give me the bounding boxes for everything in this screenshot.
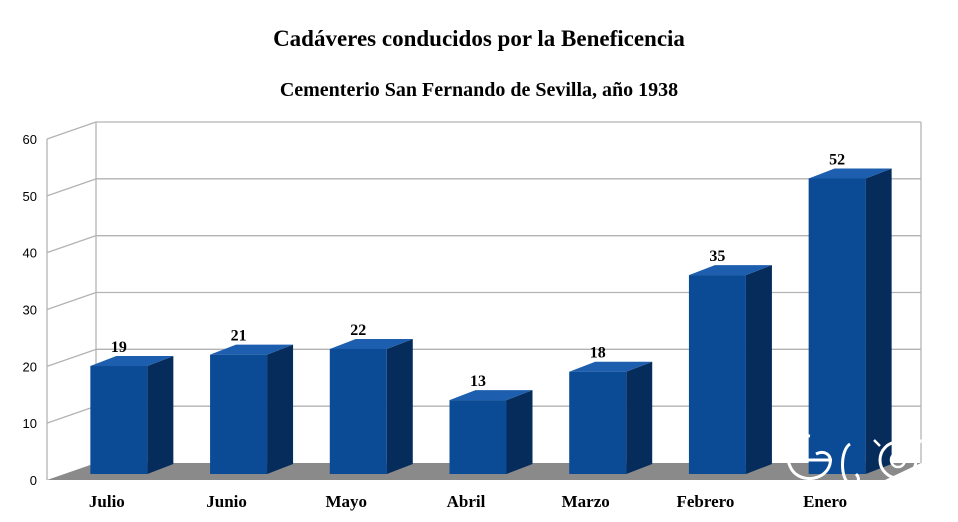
x-tick-label: Marzo: [562, 492, 610, 511]
bar: [688, 265, 772, 474]
bar-top: [210, 344, 294, 355]
bar-front: [90, 366, 148, 474]
data-label: 18: [590, 345, 606, 362]
bar-top: [808, 168, 892, 179]
bar-front: [210, 354, 268, 474]
bar-top: [90, 356, 174, 367]
bar-side: [626, 361, 653, 474]
bar: [449, 390, 533, 474]
bar-top: [329, 338, 413, 349]
y-axis-ticks: 0 10 20 30 40 50 60: [23, 132, 37, 488]
data-label: 19: [111, 339, 127, 356]
bar: [90, 356, 174, 474]
bar: [569, 361, 653, 474]
data-label: 21: [231, 328, 247, 345]
y-tick-label: 60: [23, 132, 37, 147]
gridline-diagonal: [46, 178, 97, 197]
x-axis-labels: Julio Junio Mayo Abril Marzo Febrero Enero: [89, 492, 847, 511]
gridline-diagonal: [46, 235, 97, 254]
bar-side: [267, 344, 294, 474]
bar-front: [569, 371, 627, 474]
bar-side: [386, 338, 413, 474]
x-tick-label: Enero: [803, 492, 847, 511]
bar-front: [688, 275, 746, 474]
chart-subtitle: Cementerio San Fernando de Sevilla, año …: [280, 79, 678, 101]
x-tick-label: Junio: [206, 492, 247, 511]
data-label: 35: [709, 248, 725, 265]
data-label: 52: [829, 151, 845, 168]
y-tick-label: 40: [23, 246, 37, 261]
bar-top: [569, 361, 653, 372]
bar-top: [688, 265, 772, 276]
data-label: 22: [350, 322, 366, 339]
bar-series: 19 21 22 13 18 35 52: [90, 151, 892, 474]
bar-top: [449, 390, 533, 401]
bar: [329, 338, 413, 474]
y-tick-label: 30: [23, 303, 37, 318]
x-tick-label: Febrero: [676, 492, 734, 511]
y-tick-label: 10: [23, 416, 37, 431]
bar-side: [506, 390, 533, 474]
bar-front: [808, 178, 866, 474]
x-tick-label: Abril: [447, 492, 486, 511]
bar-side: [147, 356, 174, 474]
y-tick-label: 0: [30, 473, 37, 488]
bar-side: [745, 265, 772, 474]
gridline-diagonal: [46, 348, 97, 367]
gridline-diagonal: [46, 405, 97, 424]
gridline-diagonal: [46, 121, 97, 140]
y-tick-label: 20: [23, 359, 37, 374]
ego-logo-icon: [786, 432, 923, 492]
chart-title: Cadáveres conducidos por la Beneficencia: [273, 26, 685, 51]
x-tick-label: Julio: [89, 492, 125, 511]
gridline-diagonal: [46, 291, 97, 311]
data-label: 13: [470, 373, 486, 390]
x-tick-label: Mayo: [326, 492, 368, 511]
y-tick-label: 50: [23, 189, 37, 204]
bar-side: [865, 168, 892, 474]
bar-front: [329, 348, 387, 474]
bar: [210, 344, 294, 474]
bar-front: [449, 400, 507, 474]
bar: [808, 168, 892, 474]
